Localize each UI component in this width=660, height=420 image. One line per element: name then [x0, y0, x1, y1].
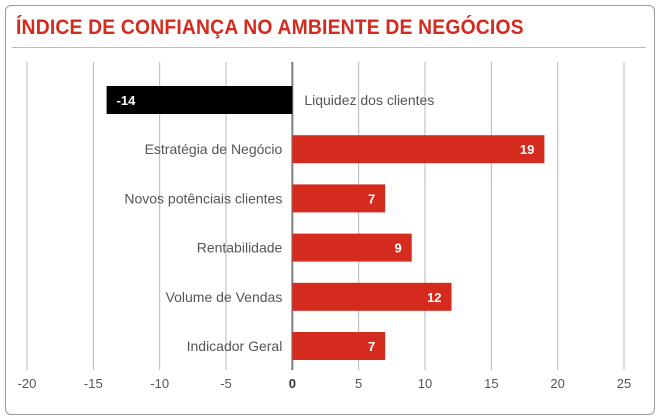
category-label: Rentabilidade	[197, 240, 283, 256]
bar	[292, 282, 452, 311]
bars: Liquidez dos clientes -14 Estratégia de Ne…	[106, 86, 545, 360]
category-label: Estratégia de Negócio	[145, 141, 283, 157]
category-label: Liquidez dos clientes	[304, 92, 434, 108]
bar	[292, 184, 386, 213]
bar	[106, 86, 293, 114]
data-label: 7	[368, 339, 375, 354]
category-label: Indicador Geral	[187, 338, 283, 354]
x-tick-label: 10	[418, 376, 432, 391]
x-tick-label: 25	[617, 376, 631, 391]
x-tick-label: -20	[18, 376, 37, 391]
data-label: 7	[368, 191, 375, 206]
x-tick-label: -5	[220, 376, 232, 391]
x-tick-label: 0	[289, 376, 296, 391]
x-tick-label: 15	[484, 376, 498, 391]
bar	[292, 332, 386, 360]
chart-title: ÍNDICE DE CONFIANÇA NO AMBIENTE DE NEGÓC…	[16, 16, 524, 39]
data-label: 12	[427, 290, 441, 305]
x-tick-label: -10	[150, 376, 169, 391]
bar	[292, 135, 545, 164]
category-label: Volume de Vendas	[166, 289, 283, 305]
x-tick-label: 20	[550, 376, 564, 391]
data-label: 19	[520, 142, 534, 157]
x-axis-ticks: -20 -15 -10 -5 0 5 10 15 20 25	[18, 376, 632, 391]
x-tick-label: -15	[84, 376, 103, 391]
x-tick-label: 5	[355, 376, 362, 391]
data-label: -14	[117, 93, 137, 108]
bar	[292, 233, 412, 262]
category-label: Novos potênciais clientes	[124, 190, 282, 206]
title-divider	[12, 47, 646, 48]
data-label: 9	[394, 241, 401, 256]
